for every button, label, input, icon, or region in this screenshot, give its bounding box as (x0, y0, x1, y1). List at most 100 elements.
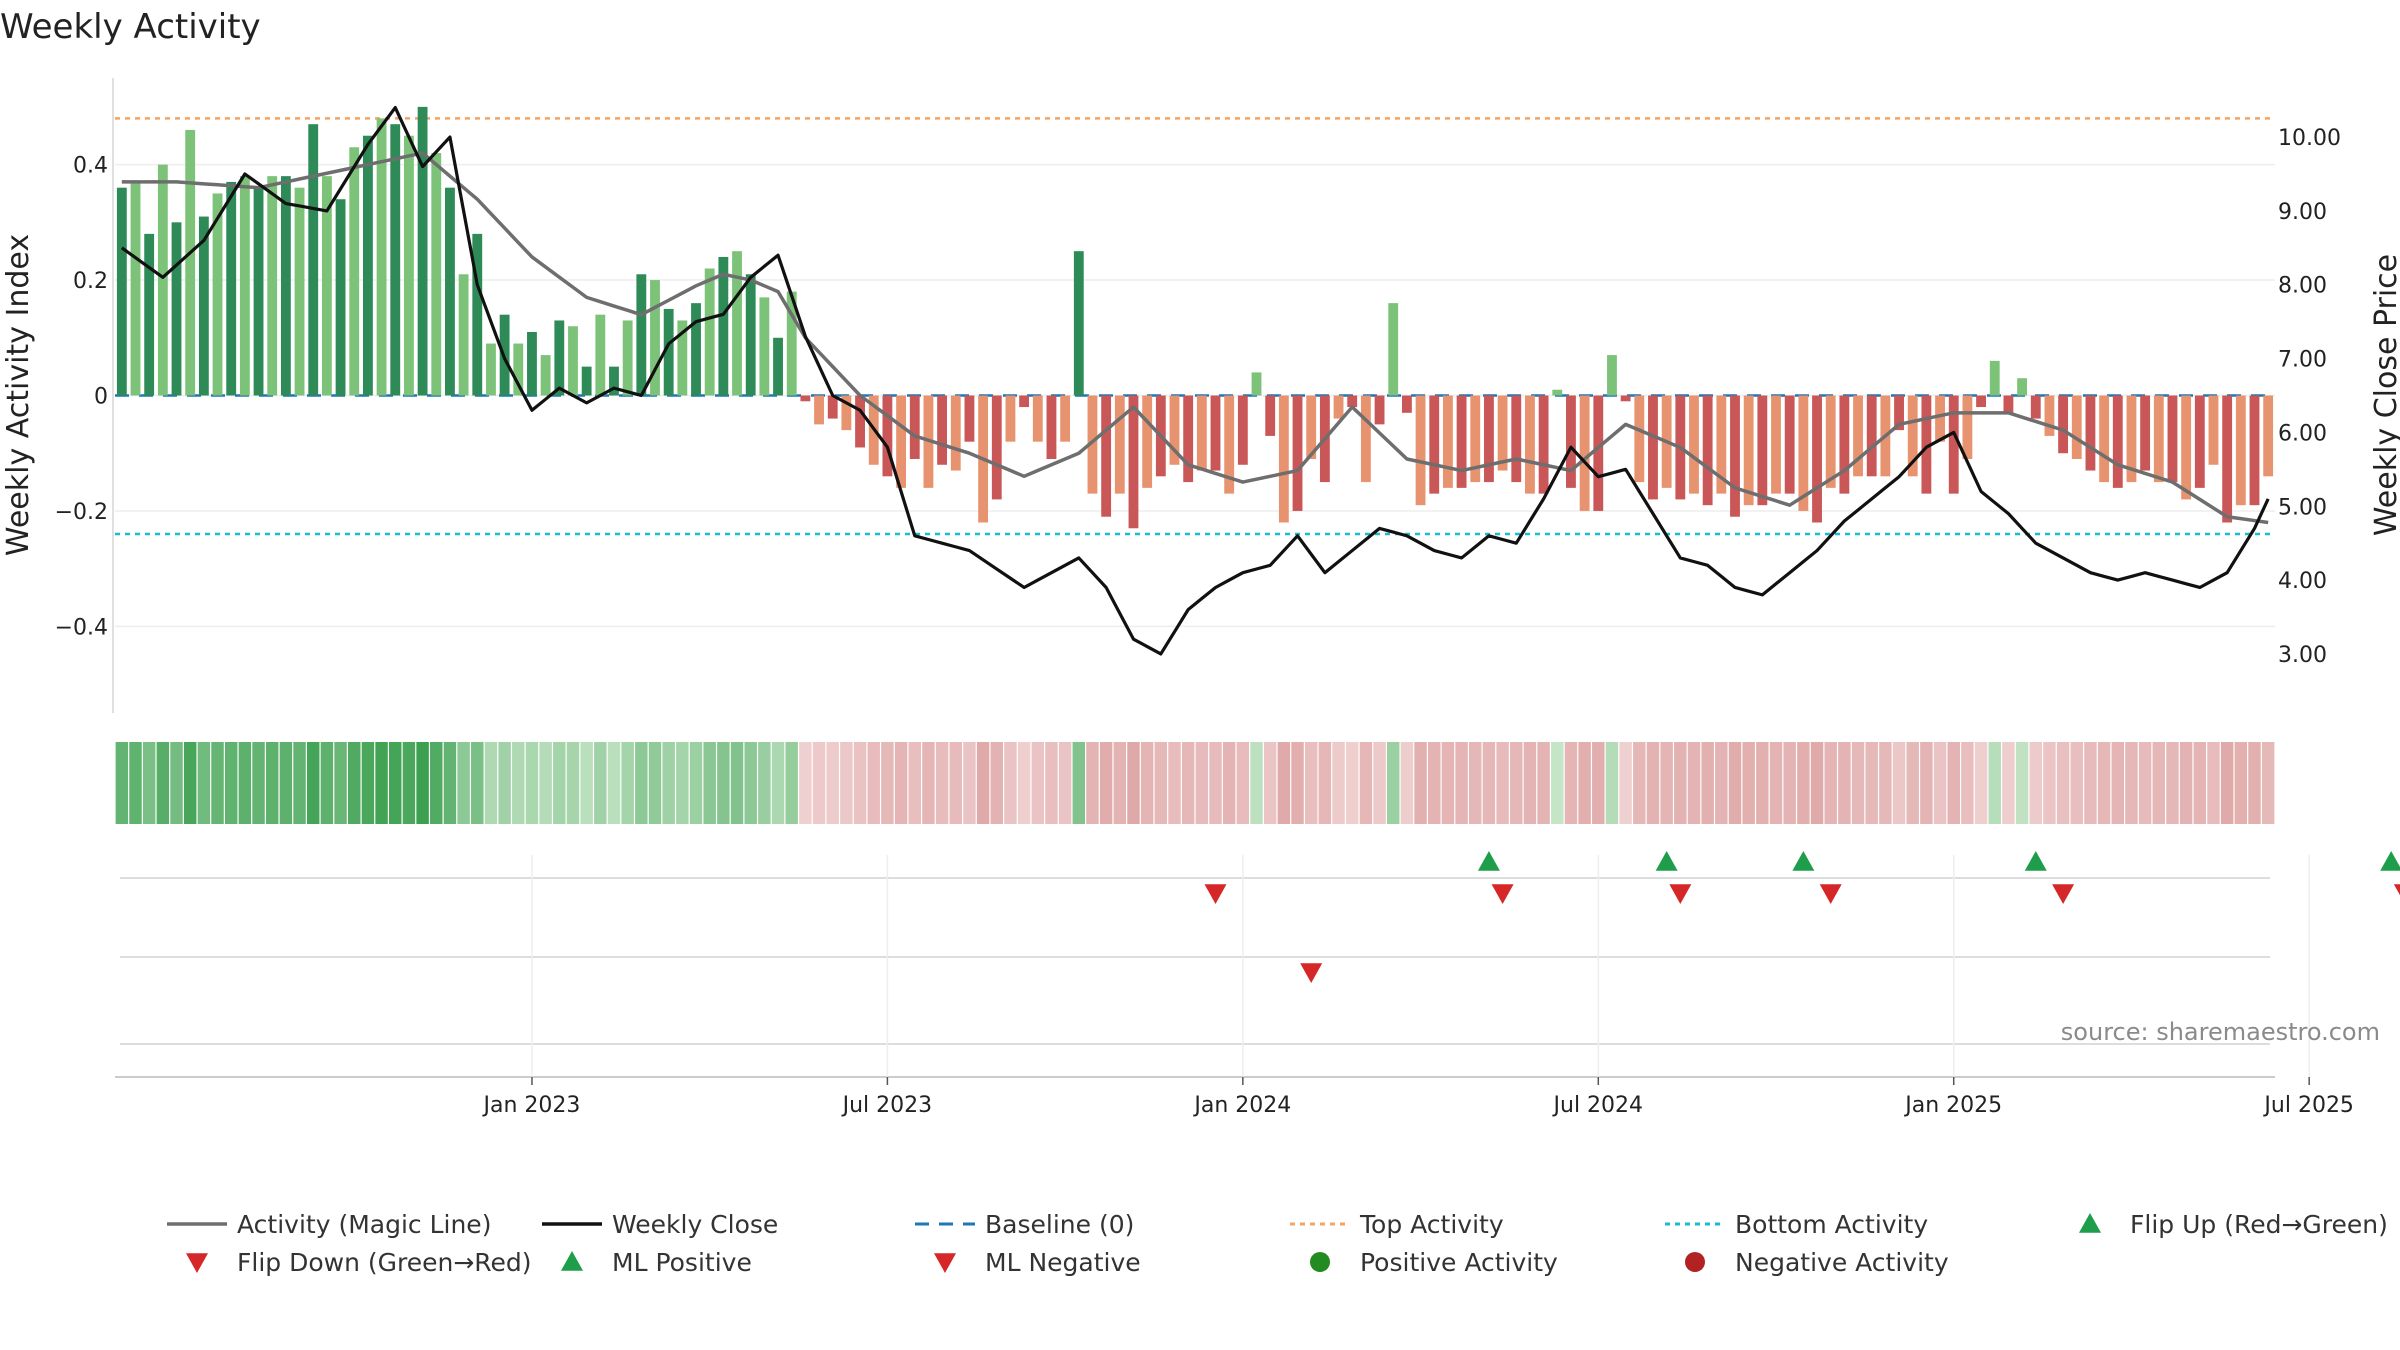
heat-cell (1537, 742, 1550, 824)
activity-bar (1839, 395, 1850, 494)
activity-bar (212, 193, 223, 396)
activity-bar (1702, 395, 1713, 506)
activity-bar (2017, 378, 2028, 396)
activity-bar (1374, 395, 1385, 425)
activity-bar (1853, 395, 1863, 477)
heat-cell (265, 742, 279, 824)
activity-bar (267, 176, 278, 396)
heat-cell (676, 742, 689, 824)
activity-bar (1689, 395, 1699, 494)
heat-cell (484, 742, 498, 824)
activity-bar (991, 395, 1002, 500)
activity-bar (909, 395, 920, 459)
heat-cell (2193, 742, 2207, 824)
activity-bar (239, 176, 250, 396)
heat-cell (279, 742, 293, 824)
heat-cell (1810, 742, 1824, 824)
activity-bar (486, 343, 496, 396)
activity-bar (1210, 395, 1221, 471)
heat-cell (594, 742, 607, 824)
activity-bar (1196, 395, 1207, 471)
heat-cell (826, 742, 839, 824)
activity-bar (759, 297, 770, 396)
activity-bar (390, 124, 401, 396)
activity-bar (1771, 395, 1781, 494)
activity-bar (2071, 395, 2082, 459)
heat-cell (1181, 742, 1195, 824)
heat-cell (443, 742, 457, 824)
heat-cell (1797, 742, 1810, 824)
y-right-tick-label: 8.00 (2278, 274, 2327, 299)
heat-cell (990, 742, 1004, 824)
heat-cell (621, 742, 634, 824)
legend-swatch-circle (1685, 1252, 1705, 1272)
activity-bar (1812, 395, 1822, 523)
legend-label: Negative Activity (1735, 1248, 1949, 1277)
heat-cell (553, 742, 566, 824)
legend-label: Bottom Activity (1735, 1210, 1928, 1239)
heat-cell (1865, 742, 1878, 824)
activity-bar (1962, 395, 1973, 459)
heat-cell (771, 742, 785, 824)
activity-bar (2099, 395, 2110, 483)
heat-cell (1892, 742, 1906, 824)
activity-bar (458, 274, 469, 396)
activity-bar (2194, 395, 2205, 488)
legend-label: Flip Up (Red→Green) (2130, 1210, 2388, 1239)
heat-cell (1769, 742, 1783, 824)
y-right-tick-label: 4.00 (2278, 569, 2327, 594)
heat-cell (1906, 742, 1919, 824)
activity-bar (1921, 395, 1932, 494)
activity-bar (2153, 395, 2164, 483)
heat-cell (1482, 742, 1496, 824)
activity-bar (1593, 395, 1604, 511)
heat-cell (1441, 742, 1455, 824)
activity-bar (650, 280, 660, 396)
legend-swatch-down-triangle (186, 1253, 208, 1273)
activity-bar (472, 233, 483, 396)
source-note: source: sharemaestro.com (2061, 1018, 2380, 1046)
legend-label: Weekly Close (612, 1210, 778, 1239)
activity-bar (2249, 395, 2260, 506)
heat-cell (1017, 742, 1031, 824)
heat-cell (1564, 742, 1578, 824)
activity-bar (1169, 395, 1180, 465)
activity-bar (691, 303, 701, 396)
activity-bar (950, 395, 961, 471)
activity-bar (1784, 395, 1795, 494)
activity-bar (1743, 395, 1754, 506)
activity-bar (581, 366, 592, 396)
heat-cell (730, 742, 744, 824)
flip-up-marker (2024, 851, 2047, 871)
heat-cell (1332, 742, 1345, 824)
x-tick-label: Jan 2023 (482, 1093, 581, 1118)
activity-bar (404, 135, 414, 396)
heat-cell (1359, 742, 1373, 824)
activity-bar (445, 187, 455, 396)
heat-cell (2138, 742, 2152, 824)
heat-cell (963, 742, 976, 824)
activity-bar (1607, 355, 1617, 396)
flip-up-marker (1477, 851, 1500, 871)
activity-bar (663, 308, 674, 396)
heat-cell (1578, 742, 1591, 824)
activity-bar (882, 395, 893, 477)
heat-cell (566, 742, 580, 824)
heat-cell (211, 742, 224, 824)
signal-marker-rows (115, 851, 2400, 1078)
activity-bar (609, 366, 619, 396)
heat-cell (840, 742, 853, 824)
activity-bar (855, 395, 865, 448)
activity-bar (253, 187, 264, 396)
heat-cell (1687, 742, 1701, 824)
activity-bar (362, 135, 373, 396)
activity-bar (1251, 372, 1262, 396)
x-axis: Jan 2023 Jul 2023 Jan 2024 Jul 2024 Jan 2025… (482, 855, 2354, 1118)
heat-cell (2070, 742, 2084, 824)
activity-bar (335, 199, 346, 396)
activity-bar (1073, 251, 1084, 396)
y-left-tick-label: −0.4 (55, 615, 108, 640)
activity-bar (800, 395, 811, 402)
heat-cell (1523, 742, 1537, 824)
heat-cell (1086, 742, 1099, 824)
